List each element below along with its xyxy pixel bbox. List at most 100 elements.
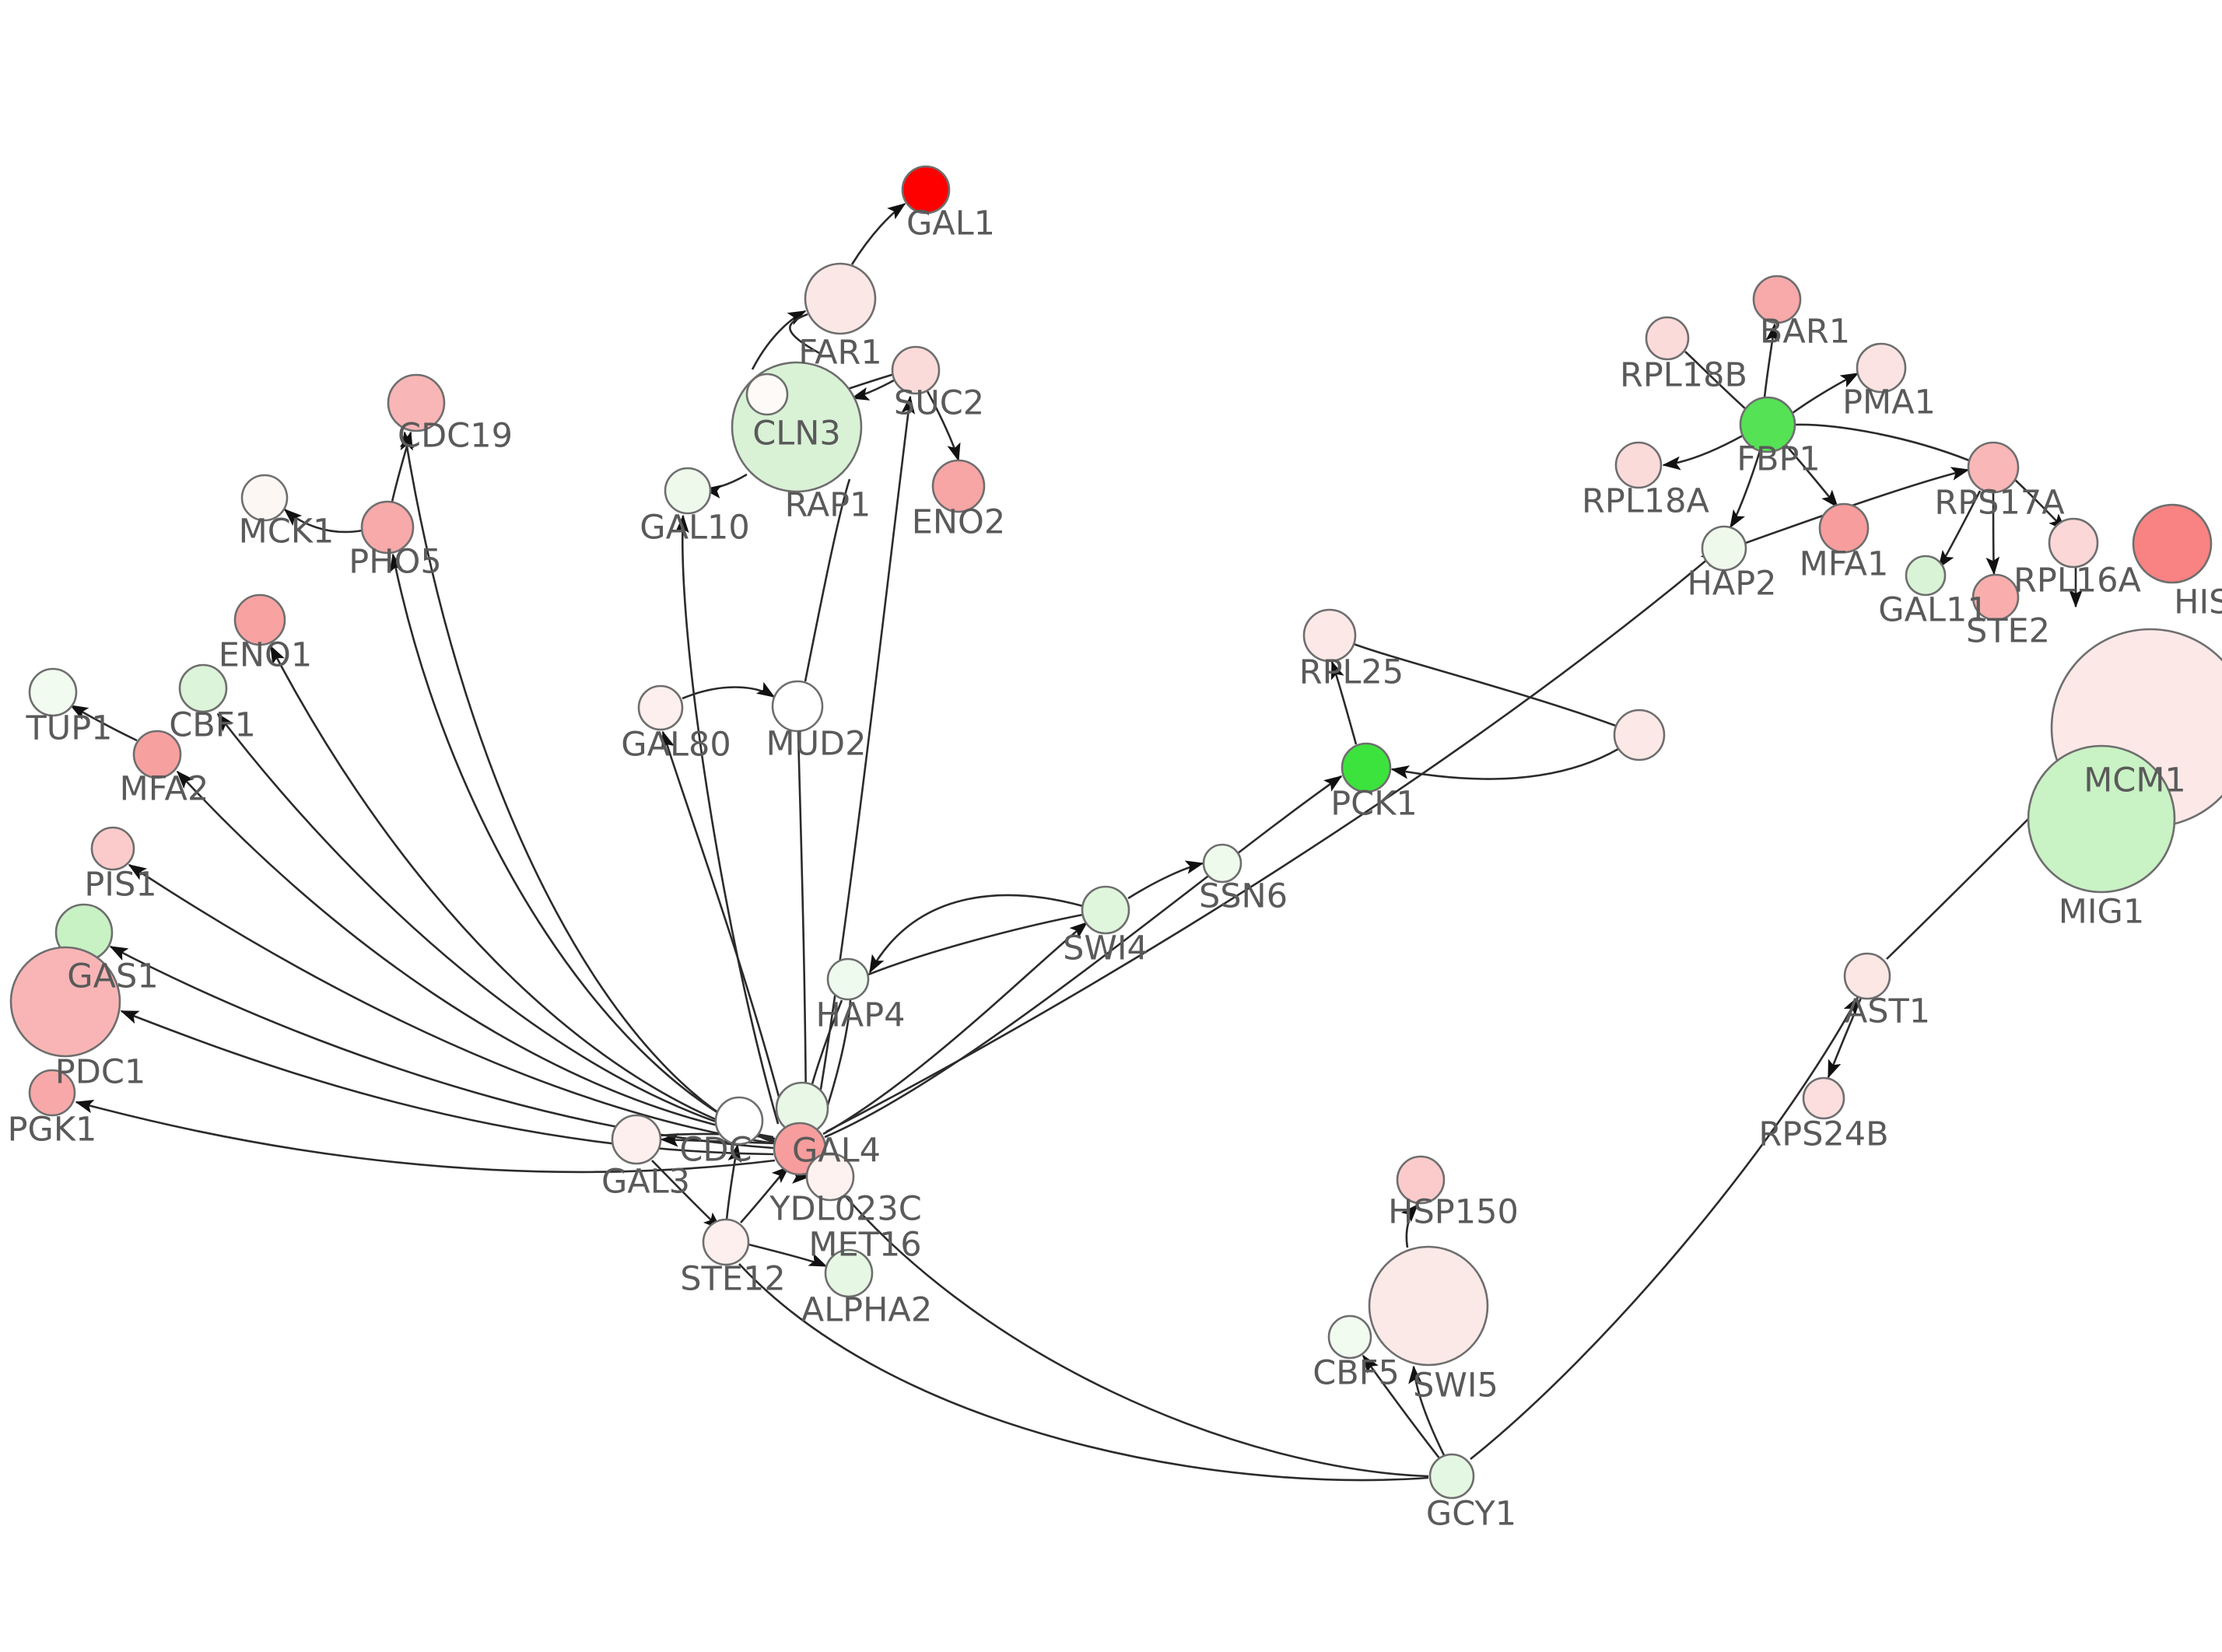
node-label-rpl16a: RPL16A [2013,562,2141,600]
node-ste2[interactable] [1971,573,2020,621]
node-label-tup1: TUP1 [25,709,112,748]
node-label-gal4: GAL4 [792,1132,881,1171]
node-ydl023c[interactable] [805,1152,855,1202]
node-gal1[interactable] [901,165,951,215]
edge-gal4-to-gal10 [675,514,780,1125]
node-hubx[interactable] [1613,709,1666,761]
node-alpha2[interactable] [824,1248,874,1298]
node-cdc19[interactable] [387,373,446,432]
node-label-gas1: GAS1 [67,957,158,996]
node-pgk1[interactable] [28,1069,76,1117]
node-label-gcy1: GCY1 [1426,1495,1516,1534]
edge-ste12-to-alpha2 [748,1243,828,1268]
node-label-alpha2: ALPHA2 [801,1291,932,1330]
node-gal3[interactable] [611,1114,662,1165]
node-rpl25[interactable] [1302,608,1357,663]
node-gal10[interactable] [664,467,712,515]
edge-far1-to-cln3 [789,313,822,355]
edge-gcy1-to-cbf5 [1362,1354,1442,1460]
node-label-rap1: RAP1 [785,486,871,525]
node-far1[interactable] [804,262,877,335]
node-rpl16a[interactable] [2048,517,2099,569]
node-tup1[interactable] [28,667,78,717]
node-rpl18a[interactable] [1614,441,1663,489]
edge-fbp1-to-bar1 [1763,323,1779,398]
node-pma1[interactable] [1856,342,1907,394]
node-label-pho5: PHO5 [349,543,441,582]
node-label-his4: HIS4 [2174,583,2222,622]
edge-gal4-to-cbf1 [216,712,774,1140]
edge-hubx-to-rpl25 [1353,642,1621,729]
edge-gal4-to-hubx [825,549,1719,1133]
node-mfa2[interactable] [132,730,182,779]
edge-gal4-to-pgk1 [75,1100,776,1174]
node-label-mck1: MCK1 [239,513,335,551]
node-label-ste2: STE2 [1966,612,2050,651]
node-label-cln3: CLN3 [752,415,841,453]
node-hap2[interactable] [1701,525,1747,572]
node-ast1[interactable] [1843,952,1891,1000]
node-label-cbf1: CBF1 [169,706,256,745]
node-rps17a[interactable] [1967,441,2020,494]
node-pis1[interactable] [90,826,135,871]
node-ssn6[interactable] [1202,843,1242,884]
node-eno1[interactable] [233,593,286,646]
node-label-mfa2: MFA2 [120,770,209,809]
node-label-mud2: MUD2 [766,725,866,764]
node-label-rps24b: RPS24B [1758,1115,1888,1154]
node-label-eno1: ENO1 [219,636,313,675]
node-label-fbp1: FBP1 [1737,440,1821,479]
edge-swi4-to-hap4 [868,894,1084,974]
node-label-gal11: GAL11 [1878,591,1988,630]
node-pdc1[interactable] [9,946,121,1058]
edge-gal80-to-mud2 [682,681,776,700]
edge-fbp1-to-hap2 [1729,450,1761,529]
node-gcy1[interactable] [1428,1453,1475,1500]
node-rps24b[interactable] [1802,1076,1845,1120]
node-label-cdc: CDC [679,1131,752,1170]
node-swi4[interactable] [1081,885,1130,935]
node-label-pis1: PIS1 [84,866,156,905]
node-ste12[interactable] [702,1218,750,1266]
edge-far1-to-gal1 [850,202,906,265]
node-mig1[interactable] [2027,744,2176,894]
node-fbp1[interactable] [1739,396,1796,453]
edge-swi5-to-hsp150 [1400,1203,1419,1248]
node-label-cbf5: CBF5 [1313,1354,1400,1393]
edge-pho5-to-cdc19 [391,431,413,502]
node-bar1[interactable] [1752,275,1802,324]
node-mfa1[interactable] [1818,502,1870,554]
node-pck1[interactable] [1341,742,1392,793]
edge-rps17a-to-ste2 [1985,492,2000,576]
node-swi5[interactable] [1368,1245,1489,1367]
edge-gal4-to-pho5 [389,553,776,1143]
edge-gal4-to-mfa2 [176,770,774,1139]
node-hap4[interactable] [826,957,870,1001]
edge-rps17a-to-fbp1 [1795,423,1970,462]
node-label-pma1: PMA1 [1842,383,1936,422]
edge-cln3-to-far1 [751,310,807,370]
node-cln3in[interactable] [745,373,789,416]
node-mud2[interactable] [771,680,824,733]
node-cbf1[interactable] [178,663,228,713]
edge-ste12-to-cdcw [725,1143,741,1220]
edge-gal4-to-swi4 [822,922,1088,1136]
node-rpl18b[interactable] [1645,316,1690,361]
node-gal11[interactable] [1905,555,1947,597]
edge-pho5-to-mck1 [283,508,363,534]
node-suc2[interactable] [891,345,941,395]
labels-layer: GAL1 FAR1 BAR1 RPL18B PMA1 SUC2 CLN3 FBP1 CDC19 R… [8,205,2222,1534]
node-his4[interactable] [2132,503,2213,584]
edge-gal4-to-pis1 [128,863,774,1145]
node-cdc[interactable] [714,1096,764,1146]
edge-hap4-to-swi4 [867,913,1084,976]
node-pho5[interactable] [360,500,415,555]
node-mck1[interactable] [240,474,289,522]
edges-layer [69,202,2083,1482]
node-gal80[interactable] [637,684,684,731]
node-eno2[interactable] [931,459,986,513]
node-cbf5[interactable] [1327,1314,1372,1360]
node-hsp150[interactable] [1396,1155,1446,1205]
node-label-bar1: BAR1 [1760,313,1850,352]
